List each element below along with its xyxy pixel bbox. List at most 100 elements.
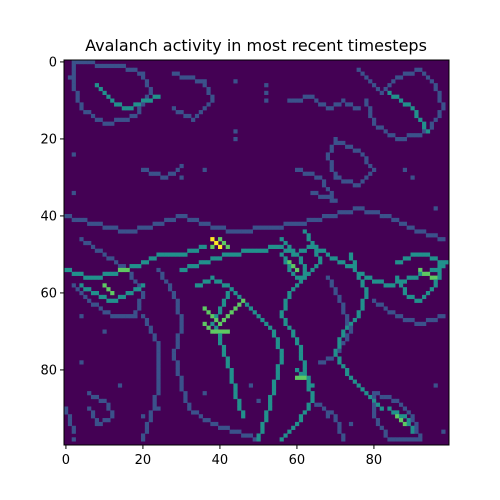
heatmap-cell xyxy=(90,410,96,415)
heatmap-cell xyxy=(345,210,350,215)
heatmap-cell xyxy=(360,152,365,157)
heatmap-cell xyxy=(306,387,311,392)
heatmap-cell xyxy=(156,344,161,350)
heatmap-cell xyxy=(329,283,334,288)
heatmap-cell xyxy=(221,283,227,288)
heatmap-cell xyxy=(275,375,280,380)
heatmap-cell xyxy=(429,121,434,126)
heatmap-cell xyxy=(156,94,161,99)
heatmap-cell xyxy=(210,321,215,326)
heatmap-cell xyxy=(364,160,369,165)
heatmap-cell xyxy=(252,248,257,253)
heatmap-cell xyxy=(233,429,238,434)
heatmap-cell xyxy=(422,121,427,126)
heatmap-cell xyxy=(117,102,123,107)
heatmap-cell xyxy=(375,125,381,130)
heatmap-cell xyxy=(156,368,161,373)
heatmap-cell xyxy=(295,98,300,103)
heatmap-cell xyxy=(306,244,311,249)
heatmap-cell xyxy=(206,279,211,284)
heatmap-cell xyxy=(414,421,419,427)
heatmap-cell xyxy=(71,83,76,88)
heatmap-cell xyxy=(90,291,96,296)
heatmap-cell xyxy=(291,221,296,226)
heatmap-cell xyxy=(345,333,350,338)
heatmap-cell xyxy=(406,421,411,427)
heatmap-cell xyxy=(360,206,365,211)
heatmap-cell xyxy=(298,352,304,357)
heatmap-cell xyxy=(117,267,123,273)
heatmap-cell xyxy=(148,86,153,92)
heatmap-cell xyxy=(271,379,277,384)
heatmap-cell xyxy=(314,248,319,253)
heatmap-cell xyxy=(345,179,350,184)
heatmap-cell xyxy=(352,148,357,153)
heatmap-cell xyxy=(298,221,304,226)
heatmap-cell xyxy=(372,410,377,415)
heatmap-cell xyxy=(329,144,334,149)
heatmap-cell xyxy=(437,237,442,242)
heatmap-cell xyxy=(194,410,200,415)
heatmap-cell xyxy=(348,144,354,149)
heatmap-cell xyxy=(356,148,361,153)
heatmap-cell xyxy=(248,433,253,438)
heatmap-cell xyxy=(418,229,423,234)
heatmap-cell xyxy=(429,275,434,280)
heatmap-cell xyxy=(110,314,115,319)
heatmap-cell xyxy=(67,214,73,219)
heatmap-cell xyxy=(352,317,357,323)
heatmap-cell xyxy=(175,71,180,76)
heatmap-cell xyxy=(229,252,234,257)
heatmap-cell xyxy=(87,298,92,303)
heatmap-cell xyxy=(283,256,288,261)
heatmap-cell xyxy=(321,360,327,365)
heatmap-cell xyxy=(379,90,384,95)
heatmap-cell xyxy=(372,391,377,396)
heatmap-cell xyxy=(410,71,415,76)
heatmap-cell xyxy=(156,352,161,357)
heatmap-cell xyxy=(433,233,438,238)
heatmap-cell xyxy=(233,137,238,142)
heatmap-cell xyxy=(137,106,142,111)
heatmap-cell xyxy=(256,437,261,442)
heatmap-cell xyxy=(179,375,184,380)
heatmap-cell xyxy=(202,83,207,88)
heatmap-cell xyxy=(175,341,180,346)
heatmap-cell xyxy=(75,94,80,99)
heatmap-cell xyxy=(295,375,300,380)
heatmap-cell xyxy=(90,244,96,249)
heatmap-cell xyxy=(429,287,434,292)
heatmap-cell xyxy=(271,391,277,396)
heatmap-cell xyxy=(372,394,377,400)
heatmap-cell xyxy=(121,117,126,122)
heatmap-cell xyxy=(433,283,438,288)
heatmap-cell xyxy=(364,156,369,161)
heatmap-cell xyxy=(183,252,188,257)
heatmap-cell xyxy=(179,321,184,326)
heatmap-cell xyxy=(379,406,384,411)
heatmap-cell xyxy=(79,237,84,242)
heatmap-cell xyxy=(256,314,261,319)
heatmap-cell xyxy=(383,433,388,438)
heatmap-cell xyxy=(237,252,242,257)
heatmap-cell xyxy=(268,398,273,403)
heatmap-cell xyxy=(148,329,153,334)
heatmap-cell xyxy=(133,287,138,292)
heatmap-cell xyxy=(402,71,407,76)
heatmap-cell xyxy=(383,129,388,134)
heatmap-cell xyxy=(333,198,338,203)
heatmap-cell xyxy=(106,287,111,292)
heatmap-cell xyxy=(133,314,138,319)
heatmap-cell xyxy=(98,86,103,92)
heatmap-cell xyxy=(406,294,411,300)
heatmap-cell xyxy=(179,329,184,334)
heatmap-cell xyxy=(144,317,150,323)
heatmap-cell xyxy=(441,314,446,319)
heatmap-cell xyxy=(306,171,311,176)
heatmap-cell xyxy=(244,433,250,438)
heatmap-cell xyxy=(310,394,315,400)
heatmap-cell xyxy=(402,421,407,427)
heatmap-cell xyxy=(283,240,288,246)
heatmap-cell xyxy=(114,271,119,276)
